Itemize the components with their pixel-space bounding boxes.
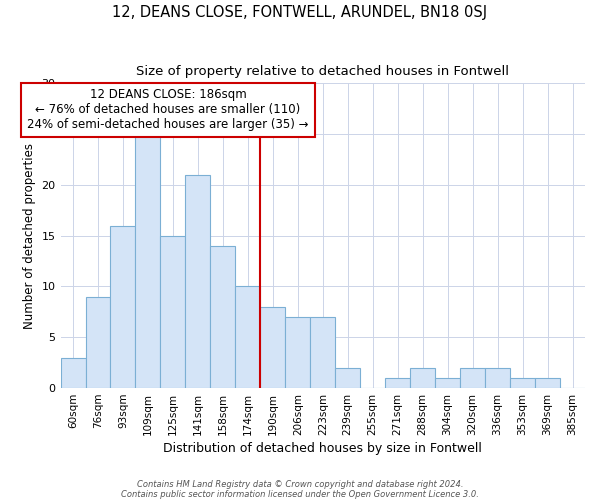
Text: 12 DEANS CLOSE: 186sqm
← 76% of detached houses are smaller (110)
24% of semi-de: 12 DEANS CLOSE: 186sqm ← 76% of detached… xyxy=(27,88,308,132)
X-axis label: Distribution of detached houses by size in Fontwell: Distribution of detached houses by size … xyxy=(163,442,482,455)
Y-axis label: Number of detached properties: Number of detached properties xyxy=(23,142,36,328)
Bar xyxy=(235,286,260,388)
Bar xyxy=(485,368,510,388)
Text: 12, DEANS CLOSE, FONTWELL, ARUNDEL, BN18 0SJ: 12, DEANS CLOSE, FONTWELL, ARUNDEL, BN18… xyxy=(112,5,488,20)
Bar xyxy=(185,175,211,388)
Bar xyxy=(211,246,235,388)
Title: Size of property relative to detached houses in Fontwell: Size of property relative to detached ho… xyxy=(136,65,509,78)
Bar xyxy=(535,378,560,388)
Bar xyxy=(410,368,435,388)
Bar xyxy=(136,134,160,388)
Bar xyxy=(435,378,460,388)
Text: Contains HM Land Registry data © Crown copyright and database right 2024.
Contai: Contains HM Land Registry data © Crown c… xyxy=(121,480,479,499)
Bar xyxy=(61,358,86,388)
Bar xyxy=(160,236,185,388)
Bar xyxy=(260,307,286,388)
Bar xyxy=(385,378,410,388)
Bar xyxy=(86,296,110,388)
Bar xyxy=(335,368,360,388)
Bar xyxy=(460,368,485,388)
Bar xyxy=(286,317,310,388)
Bar xyxy=(510,378,535,388)
Bar xyxy=(110,226,136,388)
Bar xyxy=(310,317,335,388)
